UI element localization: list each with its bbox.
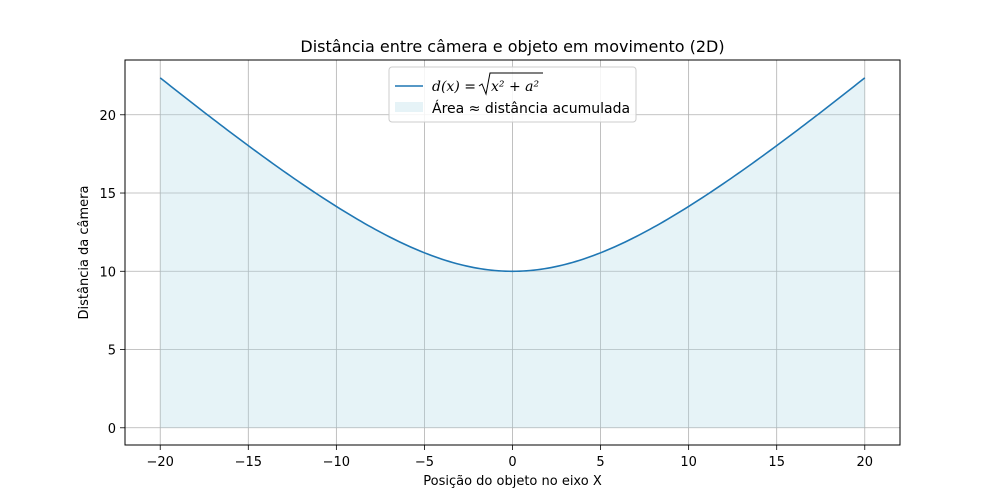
series-line: [159, 77, 866, 273]
y-tick-label: 5: [108, 344, 116, 359]
y-tick-label: 10: [99, 265, 116, 280]
x-tick-label: −20: [147, 455, 174, 470]
x-axis-title: Posição do objeto no eixo X: [423, 474, 602, 489]
legend: d(x) = x² + a² Área ≈ distância acumulad…: [388, 66, 637, 123]
legend-line-radicand: x² + a²: [491, 79, 539, 95]
x-tick-label: −15: [235, 455, 262, 470]
x-tick-label: 5: [596, 455, 604, 470]
y-tick-label: 20: [99, 109, 116, 124]
legend-area-swatch: [395, 102, 423, 112]
y-axis-title: Distância da câmera: [77, 186, 92, 320]
x-tick-label: 15: [768, 455, 785, 470]
area-fill: [160, 77, 865, 428]
x-tick-label: −10: [323, 455, 350, 470]
x-tick-label: 0: [508, 455, 516, 470]
legend-area-label: Área ≈ distância acumulada: [432, 100, 630, 117]
legend-line-prefix: d(x) =: [432, 79, 476, 95]
legend-box: [388, 66, 637, 123]
legend-sqrt-sign: [478, 72, 543, 96]
ticks: −20 −15 −10 −5 0 5 10 15 20 0 5 10 15 20: [99, 109, 873, 470]
y-tick-label: 0: [108, 422, 116, 437]
chart-title: Distância entre câmera e objeto em movim…: [300, 37, 724, 56]
x-tick-label: 20: [856, 455, 873, 470]
y-tick-label: 15: [99, 187, 116, 202]
legend-line-label: d(x) =: [432, 79, 476, 95]
x-tick-label: 10: [680, 455, 697, 470]
x-tick-label: −5: [415, 455, 434, 470]
